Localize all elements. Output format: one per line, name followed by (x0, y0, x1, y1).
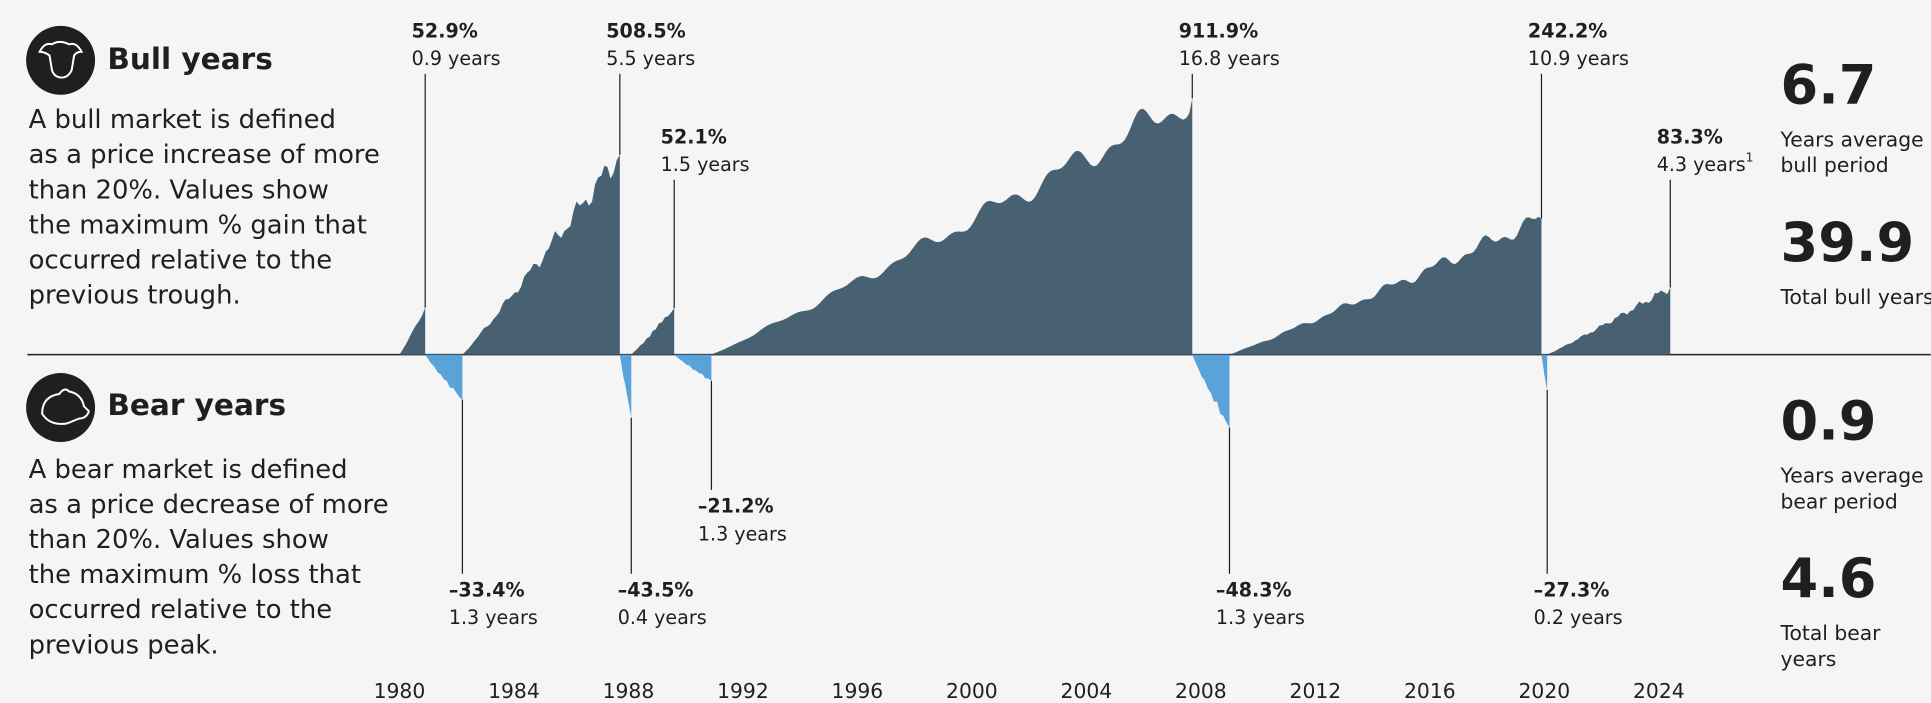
stat-label: bull period (1781, 153, 1889, 177)
duration-text: 1.5 years (661, 153, 750, 175)
bull-area (1229, 216, 1542, 355)
bull-area (1547, 287, 1671, 355)
duration-text: 1.3 years (449, 607, 538, 629)
value-label: 508.5% (606, 21, 685, 43)
duration-label: 1.3 years (698, 523, 787, 545)
footnote-mark: 1 (1746, 150, 1754, 164)
duration-label: 16.8 years (1179, 48, 1280, 70)
duration-label: 5.5 years (606, 48, 695, 70)
bull-icon (26, 25, 96, 95)
description-line: A bull market is defined (29, 105, 336, 135)
duration-label: 0.2 years (1534, 607, 1623, 629)
description-line: than 20%. Values show (29, 175, 329, 205)
value-label: 52.9% (412, 21, 478, 43)
stat-value: 0.9 (1781, 389, 1877, 452)
value-label: –48.3% (1216, 579, 1292, 601)
description-line: the maximum % gain that (29, 210, 367, 240)
duration-text: 0.9 years (412, 48, 501, 70)
value-label: –27.3% (1534, 579, 1610, 601)
duration-label: 0.4 years (618, 607, 707, 629)
description-line: previous peak. (29, 630, 219, 660)
x-tick-label: 2016 (1404, 679, 1456, 703)
x-tick-label: 1988 (603, 679, 655, 703)
bull-title: Bull years (107, 42, 272, 76)
stat-value: 39.9 (1781, 211, 1915, 274)
duration-label: 1.5 years (661, 153, 750, 175)
duration-text: 5.5 years (606, 48, 695, 70)
stat-label: years (1781, 647, 1837, 671)
value-label: –21.2% (698, 496, 774, 518)
value-label: 52.1% (661, 126, 727, 148)
x-tick-label: 1980 (374, 679, 426, 703)
x-tick-label: 1996 (832, 679, 884, 703)
x-tick-label: 2000 (946, 679, 998, 703)
duration-text: 0.4 years (618, 607, 707, 629)
description-line: previous trough. (29, 281, 241, 311)
description-line: than 20%. Values show (29, 525, 329, 555)
stat-label: Years average (1780, 127, 1924, 151)
x-tick-label: 1984 (488, 679, 540, 703)
description-line: as a price increase of more (29, 140, 380, 170)
stat-value: 4.6 (1781, 547, 1877, 610)
bull-area (462, 154, 620, 355)
description-line: occurred relative to the (29, 595, 333, 625)
bear-area (1541, 354, 1548, 390)
description-line: as a price decrease of more (29, 490, 389, 520)
x-tick-label: 2008 (1175, 679, 1227, 703)
duration-text: 1.3 years (1216, 607, 1305, 629)
bull-area (399, 307, 426, 355)
duration-label: 0.9 years (412, 48, 501, 70)
duration-text: 1.3 years (698, 523, 787, 545)
duration-label: 1.3 years (449, 607, 538, 629)
duration-label: 10.9 years (1528, 48, 1629, 70)
value-label: 242.2% (1528, 21, 1607, 43)
bear-area (425, 354, 463, 400)
stat-label: Total bear (1780, 621, 1882, 645)
stat-label: Years average (1780, 463, 1924, 487)
x-tick-label: 2004 (1061, 679, 1113, 703)
value-label: –43.5% (618, 579, 694, 601)
bull-area (631, 308, 675, 355)
duration-text: 0.2 years (1534, 607, 1623, 629)
x-tick-label: 2012 (1290, 679, 1342, 703)
duration-text: 16.8 years (1179, 48, 1280, 70)
stat-label: Total bull years (1780, 285, 1931, 309)
bear-area (1192, 354, 1230, 428)
duration-label: 1.3 years (1216, 607, 1305, 629)
x-tick-label: 2020 (1519, 679, 1571, 703)
bear-area (674, 354, 712, 381)
description-line: the maximum % loss that (29, 560, 361, 590)
description-line: A bear market is defined (29, 455, 348, 485)
duration-text: 4.3 years (1657, 153, 1746, 175)
description-line: occurred relative to the (29, 246, 333, 276)
stat-value: 6.7 (1781, 53, 1877, 116)
duration-label: 4.3 years1 (1657, 150, 1754, 175)
bear-area (619, 354, 632, 418)
stat-label: bear period (1781, 489, 1898, 513)
x-tick-label: 1992 (717, 679, 769, 703)
bear-icon (26, 373, 96, 442)
value-label: 911.9% (1179, 21, 1258, 43)
x-tick-label: 2024 (1633, 679, 1685, 703)
value-label: 83.3% (1657, 126, 1723, 148)
bear-title: Bear years (107, 388, 286, 422)
value-label: –33.4% (449, 579, 525, 601)
duration-text: 10.9 years (1528, 48, 1629, 70)
bull-area (711, 98, 1193, 355)
